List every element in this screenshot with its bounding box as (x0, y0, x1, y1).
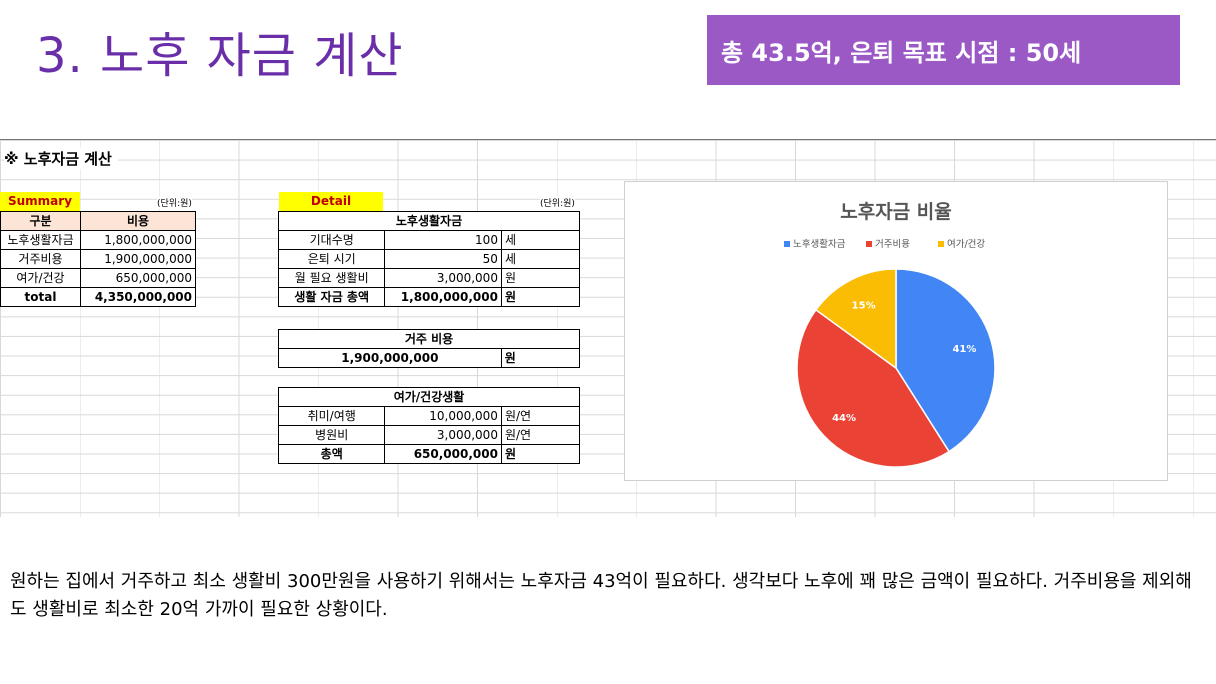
summary-total-row: total 4,350,000,000 (0, 287, 196, 307)
living-label: 월 필요 생활비 (277, 268, 386, 288)
legend-swatch-1 (784, 241, 790, 247)
table-row: 거주비용 1,900,000,000 (0, 249, 196, 269)
slide-title: 3. 노후 자금 계산 (36, 28, 404, 84)
chart-title: 노후자금 비율 (840, 201, 952, 223)
spreadsheet: ※ 노후자금 계산 Summary (단위:원) 구분 비용 노후생활자금 1,… (0, 139, 1216, 517)
leisure-value: 10,000,000 (384, 406, 502, 426)
summary-total-value: 4,350,000,000 (80, 287, 196, 307)
summary-value: 1,800,000,000 (80, 230, 196, 250)
legend-label-3: 여가/건강 (947, 238, 985, 250)
summary-header-category: 구분 (0, 211, 81, 231)
living-value: 3,000,000 (384, 268, 502, 288)
housing-cost-title: 거주 비용 (278, 329, 580, 349)
detail-tag: Detail (279, 192, 383, 211)
legend-swatch-2 (866, 241, 872, 247)
pie-chart: 노후자금 비율 노후생활자금 거주비용 여가/건강 41% 44% 15% (624, 181, 1168, 481)
pie-slices (796, 268, 996, 468)
living-cost-table: 노후생활자금 기대수명 100 세 은퇴 시기 50 세 월 필요 생활비 3,… (277, 211, 581, 307)
living-unit: 세 (500, 230, 581, 250)
living-total-label: 생활 자금 총액 (277, 287, 386, 307)
summary-unit-note: (단위:원) (157, 196, 192, 209)
table-row: 노후생활자금 1,800,000,000 (0, 230, 196, 250)
chart-legend: 노후생활자금 거주비용 여가/건강 (784, 238, 985, 250)
summary-label: 노후생활자금 (0, 230, 81, 250)
pie-chart-svg: 노후자금 비율 노후생활자금 거주비용 여가/건강 41% 44% 15% (784, 201, 996, 468)
table-row: 월 필요 생활비 3,000,000 원 (277, 268, 581, 288)
leisure-label: 병원비 (277, 425, 386, 445)
summary-label: 여가/건강 (0, 268, 81, 288)
living-unit: 원 (500, 268, 581, 288)
pie-slice-label-3: 15% (852, 300, 876, 311)
pie-slice-2 (796, 308, 951, 468)
leisure-unit: 원/연 (500, 406, 581, 426)
summary-header-cost: 비용 (80, 211, 196, 231)
living-cost-title: 노후생활자금 (278, 211, 580, 231)
leisure-label: 취미/여행 (277, 406, 386, 426)
summary-value: 1,900,000,000 (80, 249, 196, 269)
pie-slice-label-2: 44% (832, 413, 856, 424)
leisure-health-title: 여가/건강생활 (278, 387, 580, 407)
living-total-unit: 원 (500, 287, 581, 307)
living-label: 기대수명 (277, 230, 386, 250)
summary-header-row: 구분 비용 (0, 211, 196, 231)
pie-slice-label-1: 41% (952, 344, 976, 355)
living-unit: 세 (500, 249, 581, 269)
living-value: 50 (384, 249, 502, 269)
leisure-value: 3,000,000 (384, 425, 502, 445)
leisure-total-label: 총액 (277, 444, 386, 464)
table-row: 은퇴 시기 50 세 (277, 249, 581, 269)
leisure-total-unit: 원 (500, 444, 581, 464)
table-row: 1,900,000,000 원 (278, 348, 581, 368)
living-total-value: 1,800,000,000 (384, 287, 502, 307)
summary-value: 650,000,000 (80, 268, 196, 288)
pie-slice-labels: 41% 44% 15% (832, 300, 976, 423)
leisure-unit: 원/연 (500, 425, 581, 445)
living-total-row: 생활 자금 총액 1,800,000,000 원 (277, 287, 581, 307)
summary-table: 구분 비용 노후생활자금 1,800,000,000 거주비용 1,900,00… (0, 211, 196, 307)
legend-label-1: 노후생활자금 (793, 238, 846, 250)
housing-cost-unit: 원 (500, 348, 581, 368)
detail-unit-note: (단위:원) (540, 196, 575, 209)
table-row: 여가/건강 650,000,000 (0, 268, 196, 288)
pie-slice-3 (814, 268, 897, 370)
housing-cost-value: 1,900,000,000 (278, 348, 502, 368)
housing-cost-table: 거주 비용 1,900,000,000 원 (278, 329, 581, 368)
legend-swatch-3 (938, 241, 944, 247)
table-row: 병원비 3,000,000 원/연 (277, 425, 581, 445)
body-text: 원하는 집에서 거주하고 최소 생활비 300만원을 사용하기 위해서는 노후자… (10, 571, 1192, 620)
leisure-total-value: 650,000,000 (384, 444, 502, 464)
table-row: 기대수명 100 세 (277, 230, 581, 250)
legend-label-2: 거주비용 (875, 239, 910, 250)
living-label: 은퇴 시기 (277, 249, 386, 269)
leisure-health-table: 여가/건강생활 취미/여행 10,000,000 원/연 병원비 3,000,0… (277, 387, 581, 464)
summary-total-label: total (0, 287, 81, 307)
table-row: 취미/여행 10,000,000 원/연 (277, 406, 581, 426)
sheet-title: ※ 노후자금 계산 (4, 148, 118, 169)
summary-label: 거주비용 (0, 249, 81, 269)
living-value: 100 (384, 230, 502, 250)
summary-badge: 총 43.5억, 은퇴 목표 시점 : 50세 (707, 15, 1180, 85)
leisure-total-row: 총액 650,000,000 원 (277, 444, 581, 464)
summary-tag: Summary (0, 192, 80, 211)
